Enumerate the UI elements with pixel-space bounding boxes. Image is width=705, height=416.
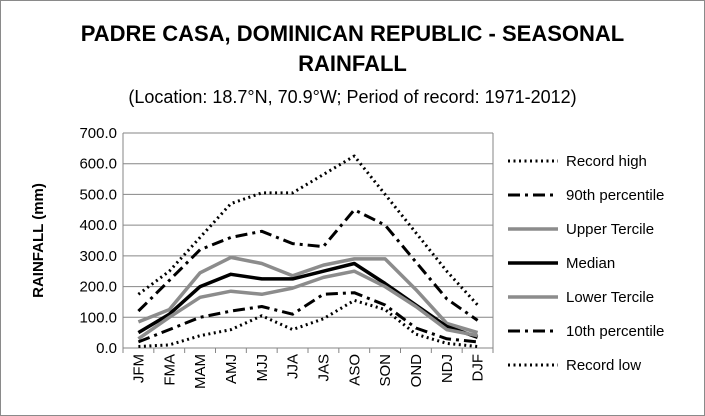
x-tick-label: MJJ (254, 354, 271, 382)
legend-label-median: Median (566, 255, 615, 272)
series-line-lower-tercile (137, 269, 478, 341)
legend-label-90th-percentile: 90th percentile (566, 187, 664, 204)
x-tick-label: NDJ (439, 354, 456, 383)
x-tick-label: ASO (346, 354, 363, 386)
series-line-record-low (138, 298, 478, 348)
x-tick-label: DJF (470, 354, 487, 382)
x-tick-label: MAM (192, 354, 209, 389)
chart-title-line2: RAINFALL (298, 51, 407, 76)
y-tick-label: 0.0 (96, 340, 117, 357)
y-tick-label: 700.0 (79, 125, 117, 142)
legend-label-lower-tercile: Lower Tercile (566, 289, 654, 306)
y-tick-label: 200.0 (79, 279, 117, 296)
x-tick-label: SON (377, 354, 394, 387)
legend-label-record-low: Record low (566, 357, 641, 374)
y-tick-label: 100.0 (79, 309, 117, 326)
series-line-10th-percentile (137, 291, 478, 344)
legend-label-10th-percentile: 10th percentile (566, 323, 664, 340)
x-tick-label: JAS (315, 354, 332, 382)
x-tick-label: AMJ (223, 354, 240, 384)
series-line-90th-percentile (137, 208, 479, 322)
series-line-upper-tercile (137, 255, 479, 335)
x-tick-label: JJA (285, 354, 302, 379)
chart-title-line1: PADRE CASA, DOMINICAN REPUBLIC - SEASONA… (80, 21, 625, 46)
legend-label-record-high: Record high (566, 153, 647, 170)
legend-label-upper-tercile: Upper Tercile (566, 221, 654, 238)
y-tick-label: 600.0 (79, 156, 117, 173)
x-tick-label: JFM (130, 354, 147, 383)
y-tick-label: 500.0 (79, 186, 117, 203)
x-tick-label: OND (408, 354, 425, 388)
x-tick-label: FMA (161, 354, 178, 386)
y-axis-label: RAINFALL (mm) (30, 183, 47, 298)
y-tick-label: 300.0 (79, 248, 117, 265)
chart-subtitle: (Location: 18.7°N, 70.9°W; Period of rec… (128, 87, 577, 107)
y-tick-label: 400.0 (79, 217, 117, 234)
